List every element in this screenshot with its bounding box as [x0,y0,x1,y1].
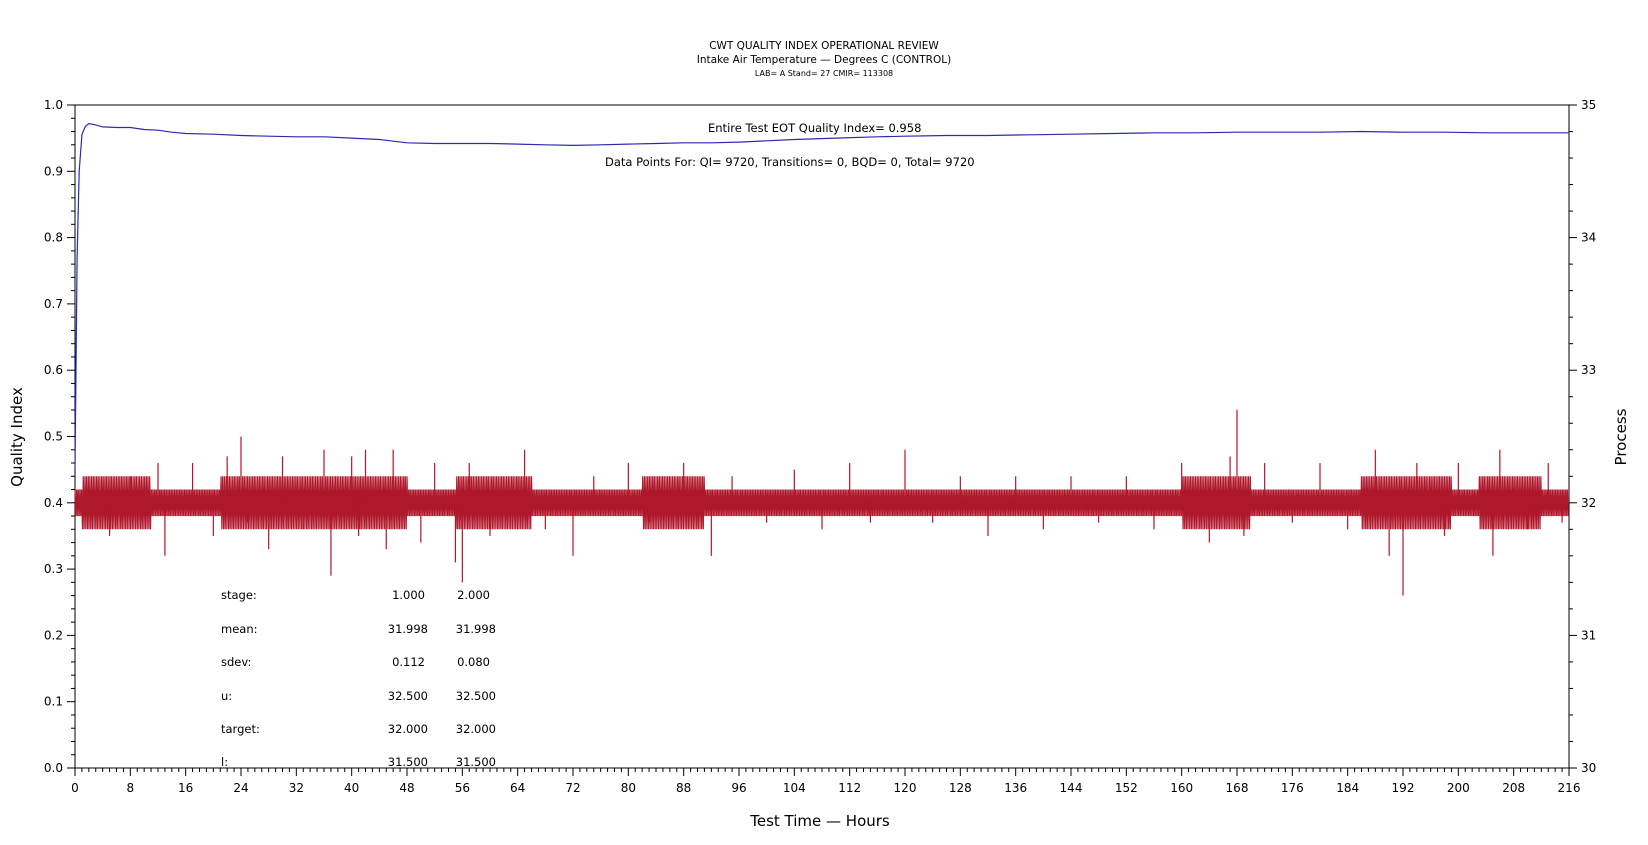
quality-index-line [74,122,1569,470]
y-tick-label: 0.0 [44,761,63,775]
x-tick-label: 192 [1392,781,1415,795]
y-tick-label: 0.1 [44,695,63,709]
x-tick-label: 40 [344,781,359,795]
stats-target-label: target: [221,722,260,736]
x-tick-label: 48 [399,781,414,795]
x-tick-label: 64 [510,781,525,795]
stats-header-label: stage: [221,588,257,602]
stats-u-stage1: 32.500 [388,689,428,703]
stats-l-label: l: [221,755,228,769]
x-tick-label: 144 [1060,781,1083,795]
stats-l-stage2: 31.500 [456,755,496,769]
x-tick-label: 176 [1281,781,1304,795]
y-tick-label: 0.3 [44,562,63,576]
y2-tick-label: 32 [1581,496,1596,510]
stats-u-label: u: [221,689,232,703]
stats-table: stage: 1.000 2.000 mean: 31.998 31.998 s… [221,588,496,769]
y-tick-label: 0.5 [44,430,63,444]
stats-mean-stage1: 31.998 [388,622,428,636]
stats-u-stage2: 32.500 [456,689,496,703]
stats-l-stage1: 31.500 [388,755,428,769]
x-tick-label: 216 [1558,781,1581,795]
y2-tick-label: 31 [1581,628,1596,642]
stats-sdev-stage1: 0.112 [392,655,425,669]
plot-frame [74,104,1570,769]
chart-subtitle-lab: LAB= A Stand= 27 CMIR= 113308 [755,69,893,78]
x-tick-label: 16 [178,781,193,795]
x-tick-label: 56 [455,781,470,795]
x-tick-label: 96 [731,781,746,795]
x-tick-label: 0 [71,781,79,795]
y2-tick-label: 30 [1581,761,1596,775]
y-tick-label: 0.8 [44,231,63,245]
y-tick-label: 1.0 [44,98,63,112]
y2-tick-label: 33 [1581,363,1596,377]
y-axis-label: Quality Index [8,387,26,487]
stats-target-stage2: 32.000 [456,722,496,736]
x-tick-label: 104 [783,781,806,795]
quality-index-series [74,122,1569,470]
chart-subtitle: Intake Air Temperature — Degrees C (CONT… [697,54,951,66]
x-tick-label: 200 [1447,781,1470,795]
x-tick-label: 112 [838,781,861,795]
y-tick-label: 0.4 [44,496,63,510]
x-tick-label: 168 [1226,781,1249,795]
x-tick-label: 72 [565,781,580,795]
axes: 0 8 16 24 32 40 48 56 64 72 80 88 96 104 112 120 128 136 1… [44,98,1596,795]
chart-title: CWT QUALITY INDEX OPERATIONAL REVIEW [709,40,939,52]
y2-tick-label: 34 [1581,231,1596,245]
y2-axis-label: Process [1612,408,1630,465]
x-tick-label: 80 [621,781,636,795]
y2-tick-label: 35 [1581,98,1596,112]
x-tick-label: 32 [289,781,304,795]
x-tick-label: 152 [1115,781,1138,795]
x-tick-label: 136 [1004,781,1027,795]
y-tick-label: 0.6 [44,363,63,377]
data-points-note: Data Points For: QI= 9720, Transitions= … [605,155,975,169]
stats-mean-label: mean: [221,622,258,636]
y-tick-label: 0.7 [44,297,63,311]
x-tick-label: 88 [676,781,691,795]
eot-quality-index-note: Entire Test EOT Quality Index= 0.958 [708,121,921,135]
x-tick-label: 24 [233,781,248,795]
x-tick-label: 184 [1336,781,1359,795]
x-tick-label: 208 [1502,781,1525,795]
x-tick-label: 128 [949,781,972,795]
y-tick-label: 0.2 [44,628,63,642]
stats-sdev-stage2: 0.080 [457,655,490,669]
stats-mean-stage2: 31.998 [456,622,496,636]
x-tick-label: 160 [1170,781,1193,795]
stats-sdev-label: sdev: [221,655,251,669]
process-series [74,409,1569,596]
stats-target-stage1: 32.000 [388,722,428,736]
x-tick-label: 8 [127,781,135,795]
stats-header-stage2: 2.000 [457,588,490,602]
stats-header-stage1: 1.000 [392,588,425,602]
x-tick-label: 120 [894,781,917,795]
y-tick-label: 0.9 [44,164,63,178]
x-axis-label: Test Time — Hours [749,812,890,830]
